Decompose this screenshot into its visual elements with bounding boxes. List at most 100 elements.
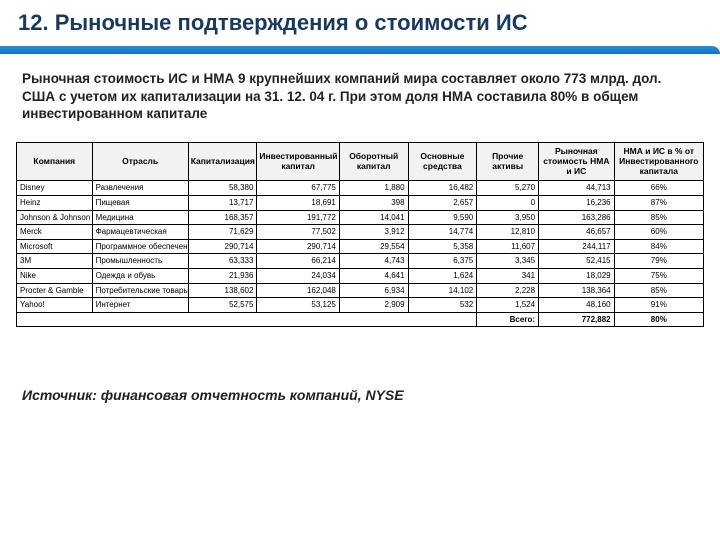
table-cell: 87%	[614, 196, 703, 211]
table-cell: 5,358	[408, 239, 477, 254]
table-cell: 3,950	[477, 210, 539, 225]
table-header-cell: Капитализация	[188, 143, 257, 181]
table-cell: Медицина	[92, 210, 188, 225]
table-cell: 79%	[614, 254, 703, 269]
table-cell: 24,034	[257, 269, 339, 284]
table-cell: 1,880	[339, 181, 408, 196]
total-percent: 80%	[614, 312, 703, 327]
table-cell: Фармацевтическая	[92, 225, 188, 240]
table-cell: 2,657	[408, 196, 477, 211]
table-cell: Пищевая	[92, 196, 188, 211]
table-cell: 290,714	[257, 239, 339, 254]
table-cell: 48,160	[539, 298, 615, 313]
table-cell: 6,934	[339, 283, 408, 298]
table-cell: 21,936	[188, 269, 257, 284]
table-cell: 4,641	[339, 269, 408, 284]
table-cell: 3,345	[477, 254, 539, 269]
table-cell: 1,524	[477, 298, 539, 313]
table-cell: 244,117	[539, 239, 615, 254]
table-cell: 6,375	[408, 254, 477, 269]
table-cell: Интернет	[92, 298, 188, 313]
table-cell: 532	[408, 298, 477, 313]
table-cell: 58,380	[188, 181, 257, 196]
table-cell: 71,629	[188, 225, 257, 240]
table-cell: Программное обеспечение	[92, 239, 188, 254]
table-cell: 46,657	[539, 225, 615, 240]
table-cell: 77,502	[257, 225, 339, 240]
table-cell: 29,554	[339, 239, 408, 254]
data-table: КомпанияОтрасльКапитализацияИнвестирован…	[16, 142, 704, 327]
table-header-cell: Рыночная стоимость НМА и ИС	[539, 143, 615, 181]
data-table-wrap: КомпанияОтрасльКапитализацияИнвестирован…	[16, 142, 704, 327]
table-header-cell: Оборотный капитал	[339, 143, 408, 181]
table-cell: Merck	[17, 225, 93, 240]
table-cell: Потребительские товары	[92, 283, 188, 298]
table-cell: 18,029	[539, 269, 615, 284]
table-cell: 0	[477, 196, 539, 211]
table-cell: 162,048	[257, 283, 339, 298]
table-header-row: КомпанияОтрасльКапитализацияИнвестирован…	[17, 143, 704, 181]
table-row: Procter & GambleПотребительские товары13…	[17, 283, 704, 298]
table-cell: Одежда и обувь	[92, 269, 188, 284]
table-total-row: Всего:772,88280%	[17, 312, 704, 327]
table-cell: Развлечения	[92, 181, 188, 196]
table-cell: 398	[339, 196, 408, 211]
table-row: Johnson & JohnsonМедицина168,357191,7721…	[17, 210, 704, 225]
table-cell: 84%	[614, 239, 703, 254]
table-cell: 9,590	[408, 210, 477, 225]
table-cell: 75%	[614, 269, 703, 284]
table-cell: Промышленность	[92, 254, 188, 269]
table-row: NikeОдежда и обувь21,93624,0344,6411,624…	[17, 269, 704, 284]
table-cell: 163,286	[539, 210, 615, 225]
table-cell: 2,228	[477, 283, 539, 298]
table-cell: 3M	[17, 254, 93, 269]
table-cell: Procter & Gamble	[17, 283, 93, 298]
table-cell: 67,775	[257, 181, 339, 196]
table-cell: 60%	[614, 225, 703, 240]
table-header-cell: НМА и ИС в % от Инвестированного капитал…	[614, 143, 703, 181]
table-cell: 12,810	[477, 225, 539, 240]
table-cell: 66%	[614, 181, 703, 196]
total-label: Всего:	[477, 312, 539, 327]
table-body: DisneyРазвлечения58,38067,7751,88016,482…	[17, 181, 704, 327]
table-cell: 85%	[614, 210, 703, 225]
table-cell: Heinz	[17, 196, 93, 211]
table-cell: 63,333	[188, 254, 257, 269]
table-cell: Johnson & Johnson	[17, 210, 93, 225]
table-cell: Disney	[17, 181, 93, 196]
table-cell: 16,482	[408, 181, 477, 196]
table-cell: Yahoo!	[17, 298, 93, 313]
table-cell: 52,575	[188, 298, 257, 313]
table-cell: 53,125	[257, 298, 339, 313]
table-cell: 191,772	[257, 210, 339, 225]
table-cell: 13,717	[188, 196, 257, 211]
table-cell: 5,270	[477, 181, 539, 196]
table-cell: 290,714	[188, 239, 257, 254]
table-cell: 91%	[614, 298, 703, 313]
table-cell: 138,364	[539, 283, 615, 298]
table-row: HeinzПищевая13,71718,6913982,657016,2368…	[17, 196, 704, 211]
table-cell: 11,607	[477, 239, 539, 254]
table-cell: 85%	[614, 283, 703, 298]
table-cell: 2,909	[339, 298, 408, 313]
table-row: 3MПромышленность63,33366,2144,7436,3753,…	[17, 254, 704, 269]
slide-title: 12. Рыночные подтверждения о стоимости И…	[18, 10, 702, 36]
table-cell: 14,774	[408, 225, 477, 240]
table-cell: 341	[477, 269, 539, 284]
table-cell: Nike	[17, 269, 93, 284]
table-cell: 14,102	[408, 283, 477, 298]
table-cell	[17, 312, 477, 327]
table-cell: 66,214	[257, 254, 339, 269]
table-cell: 52,415	[539, 254, 615, 269]
table-cell: Microsoft	[17, 239, 93, 254]
table-cell: 44,713	[539, 181, 615, 196]
table-header-cell: Основные средства	[408, 143, 477, 181]
table-cell: 4,743	[339, 254, 408, 269]
total-value: 772,882	[539, 312, 615, 327]
source-line: Источник: финансовая отчетность компаний…	[22, 387, 698, 403]
table-cell: 1,624	[408, 269, 477, 284]
table-row: MerckФармацевтическая71,62977,5023,91214…	[17, 225, 704, 240]
slide-paragraph: Рыночная стоимость ИС и НМА 9 крупнейших…	[22, 70, 698, 122]
table-cell: 138,602	[188, 283, 257, 298]
table-cell: 14,041	[339, 210, 408, 225]
